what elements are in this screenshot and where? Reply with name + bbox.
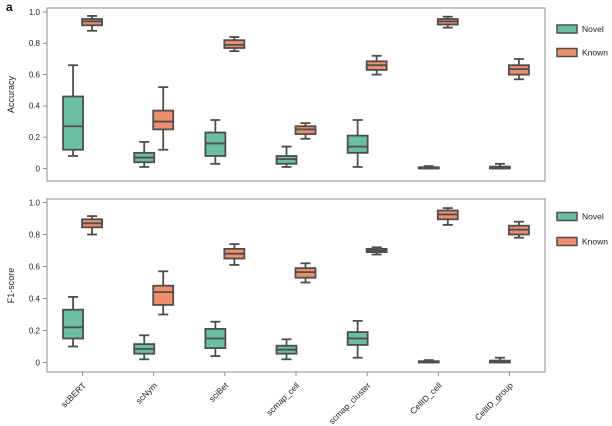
box-known-CellID_group	[508, 58, 530, 81]
x-tick-label: scNym	[134, 380, 159, 405]
box-known-sciBet	[223, 243, 246, 266]
box-novel-CellID_group	[489, 356, 511, 364]
box-novel-sciBet	[204, 320, 227, 358]
box-known-scNym	[152, 270, 175, 316]
legend-label-known: Known	[582, 48, 608, 58]
x-tick-label: scBERT	[59, 380, 88, 409]
iqr-box	[62, 95, 84, 151]
y-axis-title: F1-score	[6, 268, 16, 304]
box-novel-scBERT	[62, 295, 84, 348]
y-tick-label: 0	[36, 164, 41, 173]
y-tick-label: 1.0	[29, 8, 41, 17]
accuracy-panel: 0 0.2 0.4 0.6 0.8 1.0 Accuracy Novel Known	[6, 7, 608, 182]
panel-border	[46, 7, 546, 182]
y-tick-label: 0.6	[29, 262, 41, 271]
box-known-CellID_group	[508, 220, 530, 239]
box-novel-scmap_cluster	[346, 319, 369, 359]
y-tick-label: 0.8	[29, 230, 41, 239]
y-axis-title: Accuracy	[6, 75, 16, 113]
box-known-scmap_cluster	[365, 246, 388, 256]
iqr-box	[62, 308, 84, 340]
iqr-box	[152, 109, 175, 131]
box-novel-scNym	[133, 140, 156, 168]
x-tick-label: CellID_group	[473, 380, 515, 422]
box-novel-scBERT	[62, 64, 84, 157]
box-novel-scmap_cell	[275, 338, 298, 361]
y-tick-label: 0.8	[29, 39, 41, 48]
legend-label-novel: Novel	[582, 212, 604, 222]
box-known-scmap_cluster	[365, 54, 388, 76]
x-tick-label: scmap_cluster	[327, 380, 373, 426]
y-tick-label: 0.4	[29, 102, 41, 111]
x-tick-label: CellID_cell	[408, 380, 444, 416]
y-tick-label: 0.2	[29, 133, 41, 142]
box-known-scmap_cell	[294, 262, 317, 284]
box-known-CellID_cell	[436, 207, 459, 226]
box-known-scBERT	[81, 215, 103, 236]
box-novel-scmap_cell	[275, 145, 298, 168]
box-novel-scNym	[133, 334, 156, 361]
box-known-scBERT	[81, 15, 103, 32]
iqr-box	[346, 134, 369, 154]
y-tick-label: 0.6	[29, 70, 41, 79]
x-tick-label: sciBet	[207, 380, 231, 404]
box-known-scmap_cell	[294, 122, 317, 140]
panel-label-a: a	[6, 0, 13, 14]
legend-label-known: Known	[582, 237, 608, 247]
box-novel-sciBet	[204, 119, 227, 165]
x-tick-label: scmap_cell	[264, 380, 301, 417]
box-known-CellID_cell	[436, 15, 459, 29]
y-tick-label: 0.4	[29, 294, 41, 303]
y-tick-label: 0.2	[29, 326, 41, 335]
iqr-box	[152, 284, 175, 306]
box-novel-CellID_group	[489, 162, 511, 170]
f1-score-panel: 0 0.2 0.4 0.6 0.8 1.0 F1-score scBERT scNym sciBe…	[6, 198, 608, 426]
legend-swatch-known	[556, 47, 578, 58]
y-tick-label: 1.0	[29, 198, 41, 207]
legend-swatch-novel	[556, 211, 578, 222]
box-novel-scmap_cluster	[346, 119, 369, 168]
legend-swatch-known	[556, 236, 578, 247]
legend-label-novel: Novel	[582, 24, 604, 34]
box-known-scNym	[152, 86, 175, 151]
y-tick-label: 0	[36, 358, 41, 367]
box-known-sciBet	[223, 36, 246, 53]
box-novel-CellID_cell	[417, 359, 440, 364]
legend-swatch-novel	[556, 24, 578, 34]
box-novel-CellID_cell	[417, 165, 440, 170]
